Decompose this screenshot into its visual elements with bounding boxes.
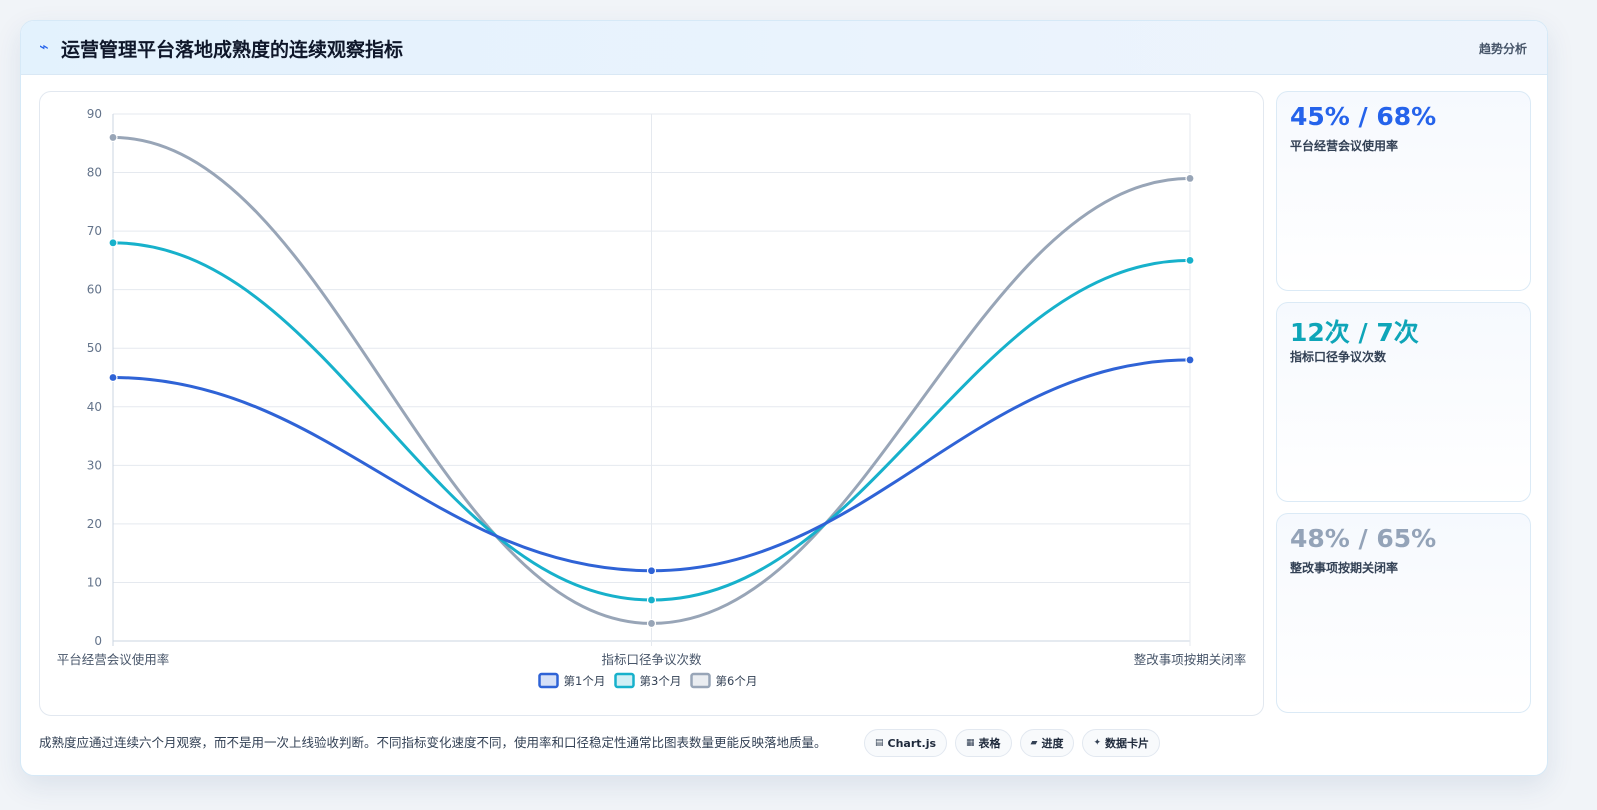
data-point: [1185, 255, 1195, 265]
y-tick-label: 60: [87, 283, 102, 297]
data-point: [108, 372, 118, 383]
data-point: [646, 595, 657, 605]
legend-label: 第3个月: [640, 674, 682, 688]
y-tick-label: 80: [87, 166, 102, 180]
data-point: [1185, 173, 1195, 184]
stat-label: 指标口径争议次数: [1290, 350, 1387, 364]
card-header: ⌁ 运营管理平台落地成熟度的连续观察指标 趋势分析: [21, 21, 1547, 75]
stat-value: 45% / 68%: [1290, 102, 1437, 131]
legend-swatch: [614, 672, 635, 689]
y-tick-label: 90: [87, 107, 102, 121]
legend-label: 第6个月: [716, 674, 758, 688]
line-chart: 0 10 20 30 40 50 60 70 80 90 平台经营会议使用率 指标口径争议次数 整改事项…: [57, 107, 1247, 689]
data-point: [646, 566, 657, 576]
chip-progress[interactable]: ▰ 进度: [1019, 729, 1075, 757]
chip-label: Chart.js: [887, 736, 937, 750]
chip-table[interactable]: ▦ 表格: [955, 729, 1012, 757]
progress-icon: ▰: [1030, 738, 1038, 748]
stat-card-dispute-count: 12次 / 7次 指标口径争议次数: [1276, 302, 1531, 502]
page-title: 运营管理平台落地成熟度的连续观察指标: [61, 39, 404, 61]
chip-chartjs[interactable]: ▤ Chart.js: [864, 729, 948, 757]
data-point: [646, 618, 657, 629]
legend-swatch: [538, 672, 559, 689]
chip-label: 进度: [1041, 737, 1064, 750]
y-tick-label: 10: [87, 575, 102, 589]
dashboard-card: ⌁ 运营管理平台落地成熟度的连续观察指标 趋势分析 0 10 20 30 40 50 60 7…: [20, 20, 1548, 776]
y-tick-label: 30: [87, 458, 102, 472]
x-tick-label: 平台经营会议使用率: [57, 652, 170, 667]
stat-card-closure-rate: 48% / 65% 整改事项按期关闭率: [1276, 513, 1531, 713]
footnote: 成熟度应通过连续六个月观察，而不是用一次上线验收判断。不同指标变化速度不同，使用…: [39, 735, 827, 750]
tech-chips: ▤ Chart.js ▦ 表格 ▰ 进度 ✦ 数据卡片: [864, 729, 1161, 757]
y-tick-label: 50: [87, 341, 102, 355]
lightning-icon: ⌁: [39, 37, 49, 56]
y-tick-label: 40: [87, 400, 102, 414]
data-point: [108, 132, 118, 143]
data-point: [108, 238, 118, 248]
stat-value: 12次 / 7次: [1290, 318, 1419, 347]
x-tick-label: 整改事项按期关闭率: [1134, 652, 1247, 667]
stat-value: 48% / 65%: [1290, 524, 1437, 553]
chip-label: 表格: [978, 737, 1001, 750]
legend-swatch: [690, 672, 711, 689]
chip-data-card[interactable]: ✦ 数据卡片: [1082, 729, 1161, 757]
trend-analysis-tag: 趋势分析: [1478, 42, 1527, 56]
y-tick-label: 0: [94, 634, 102, 648]
x-tick-label: 指标口径争议次数: [601, 652, 702, 667]
monitor-icon: ▤: [875, 738, 884, 748]
y-tick-label: 70: [87, 224, 102, 238]
stat-label: 整改事项按期关闭率: [1290, 561, 1399, 575]
stat-card-meeting-usage: 45% / 68% 平台经营会议使用率: [1276, 91, 1531, 291]
table-icon: ▦: [966, 738, 975, 748]
y-tick-label: 20: [87, 517, 102, 531]
line-chart-panel: 0 10 20 30 40 50 60 70 80 90 平台经营会议使用率 指标口径争议次数 整改事项…: [39, 91, 1264, 716]
card-icon: ✦: [1093, 738, 1102, 748]
legend-label: 第1个月: [564, 674, 606, 688]
chip-label: 数据卡片: [1105, 737, 1150, 750]
data-point: [1185, 355, 1195, 365]
stat-label: 平台经营会议使用率: [1290, 139, 1399, 153]
